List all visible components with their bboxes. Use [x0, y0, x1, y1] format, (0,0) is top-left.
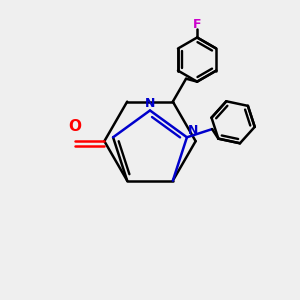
Text: O: O: [68, 119, 81, 134]
Text: F: F: [193, 18, 201, 31]
Text: N: N: [188, 124, 199, 137]
Text: N: N: [145, 98, 155, 110]
